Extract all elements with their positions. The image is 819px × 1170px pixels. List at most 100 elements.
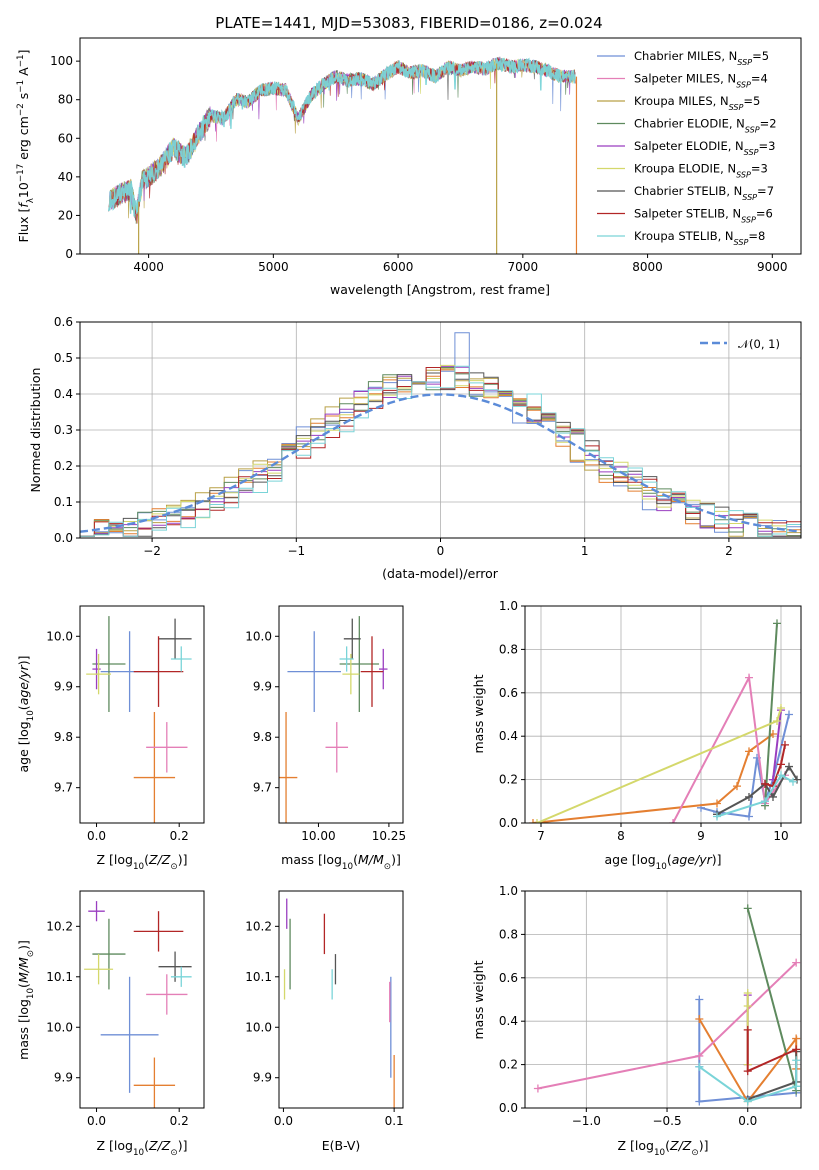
x-tick-label: 6000 xyxy=(383,260,414,274)
y-axis-label: mass weight xyxy=(471,674,486,753)
weight-marker xyxy=(695,995,704,1004)
y-tick-label: 10.0 xyxy=(245,629,272,643)
weight-series xyxy=(743,904,801,1095)
y-tick-label: 9.9 xyxy=(54,1071,73,1085)
weight-marker xyxy=(769,792,777,801)
weight-series xyxy=(695,1056,801,1106)
weight-marker xyxy=(533,819,541,823)
errorbar-point xyxy=(133,636,184,707)
weight-line xyxy=(698,1060,798,1103)
figure-title: PLATE=1441, MJD=53083, FIBERID=0186, z=0… xyxy=(215,14,602,32)
y-tick-label: 0.6 xyxy=(499,686,518,700)
plot-area xyxy=(86,616,192,823)
weight-marker xyxy=(792,1082,801,1091)
weight-marker xyxy=(733,782,741,791)
errorbar-point xyxy=(279,711,298,823)
y-tick-label: 0.6 xyxy=(499,971,518,985)
errorbar-point xyxy=(339,616,380,712)
weight-line xyxy=(672,674,786,823)
errorbar-point xyxy=(146,974,188,1015)
errorbar-point xyxy=(343,618,361,659)
errorbar-point xyxy=(170,646,192,672)
x-tick-label: 2 xyxy=(725,544,733,558)
y-tick-label: 10.0 xyxy=(46,1020,73,1034)
y-axis-label: mass [log10(M/M⊙)] xyxy=(16,940,36,1060)
errorbar-point xyxy=(339,646,354,672)
errorbar-point xyxy=(146,722,188,773)
weight-marker xyxy=(777,760,785,769)
legend-entry: Kroupa ELODIE, NSSP=3 xyxy=(634,162,768,180)
plot-weight-vs-Z: −1.0 −0.5 0.0 0.0 0.2 0.4 0.6 0.8 1.0 Z [log10(Z/… xyxy=(471,884,802,1158)
y-tick-label: 0.6 xyxy=(54,315,73,329)
weight-marker xyxy=(743,1067,752,1076)
y-axis-label: age [log10(age/yr)] xyxy=(16,655,36,772)
weight-marker xyxy=(745,747,753,756)
y-tick-label: 10.0 xyxy=(46,629,73,643)
x-tick-label: 0.0 xyxy=(87,1114,106,1128)
plot-area xyxy=(279,616,388,823)
weight-series xyxy=(713,771,797,821)
x-tick-label: 1 xyxy=(581,544,589,558)
axes-frame xyxy=(79,321,802,539)
weight-marker xyxy=(743,988,752,997)
weight-marker xyxy=(745,673,753,682)
weight-marker xyxy=(743,904,752,913)
y-tick-label: 9.9 xyxy=(253,680,272,694)
weight-series xyxy=(669,673,789,823)
weight-marker xyxy=(792,1056,801,1065)
weight-series xyxy=(529,730,777,823)
errorbar-point xyxy=(92,918,126,990)
weight-marker xyxy=(777,703,785,712)
errorbar-point xyxy=(133,711,176,823)
y-tick-label: 9.7 xyxy=(253,781,272,795)
axes-frame xyxy=(524,890,802,1109)
x-tick-label: −1.0 xyxy=(572,1114,601,1128)
weight-line xyxy=(746,908,798,1091)
weight-marker xyxy=(695,1097,704,1106)
y-tick-label: 9.8 xyxy=(54,730,73,744)
weight-marker xyxy=(695,1062,704,1071)
histogram-step xyxy=(80,365,801,537)
y-tick-label: 10.0 xyxy=(245,1020,272,1034)
errorbar-point xyxy=(92,648,101,690)
weight-marker xyxy=(743,1025,752,1034)
errorbar-point xyxy=(342,653,360,695)
y-axis-label: Normed distribution xyxy=(28,368,43,493)
y-tick-label: 20 xyxy=(58,208,73,222)
x-tick-label: 7 xyxy=(537,829,545,843)
y-tick-label: 0.2 xyxy=(54,459,73,473)
plot-area xyxy=(533,904,801,1106)
y-tick-label: 1.0 xyxy=(499,884,518,898)
x-axis-label: wavelength [Angstrom, rest frame] xyxy=(330,282,550,297)
legend-entry: Kroupa MILES, NSSP=5 xyxy=(634,94,760,112)
y-tick-label: 0.4 xyxy=(499,729,518,743)
x-tick-label: 10 xyxy=(773,829,788,843)
x-tick-label: 0 xyxy=(437,544,445,558)
y-tick-label: 100 xyxy=(50,54,73,68)
errorbar-point xyxy=(133,1057,176,1108)
weight-line xyxy=(716,773,794,818)
x-tick-label: 10.25 xyxy=(372,829,406,843)
axes-frame xyxy=(79,605,205,824)
x-axis-label: age [log10(age/yr)] xyxy=(604,852,721,872)
x-axis-label: Z [log10(Z/Z⊙)] xyxy=(97,1138,188,1158)
plot-area xyxy=(80,332,801,537)
y-tick-label: 80 xyxy=(58,93,73,107)
y-tick-label: 9.9 xyxy=(54,680,73,694)
weight-marker xyxy=(773,717,781,726)
errorbar-point xyxy=(287,631,341,712)
x-tick-label: −1 xyxy=(287,544,305,558)
plot-residuals: −2 −1 0 1 2 0.0 0.1 0.2 0.3 0.4 0.5 0.6 𝒩(0, 1) Norme… xyxy=(28,315,802,581)
x-axis-label: (data-model)/error xyxy=(382,566,499,581)
x-tick-label: 0.0 xyxy=(738,1114,757,1128)
y-tick-label: 0.5 xyxy=(54,351,73,365)
x-tick-label: 4000 xyxy=(133,260,164,274)
y-tick-label: 0.1 xyxy=(54,495,73,509)
errorbar-point xyxy=(325,722,349,773)
x-axis-label: mass [log10(M/M⊙)] xyxy=(281,852,401,872)
legend-entry: Salpeter ELODIE, NSSP=3 xyxy=(634,139,775,157)
axes-frame xyxy=(278,890,404,1109)
errorbar-point xyxy=(158,618,192,659)
x-tick-label: 9000 xyxy=(757,260,788,274)
y-tick-label: 10.2 xyxy=(46,919,73,933)
